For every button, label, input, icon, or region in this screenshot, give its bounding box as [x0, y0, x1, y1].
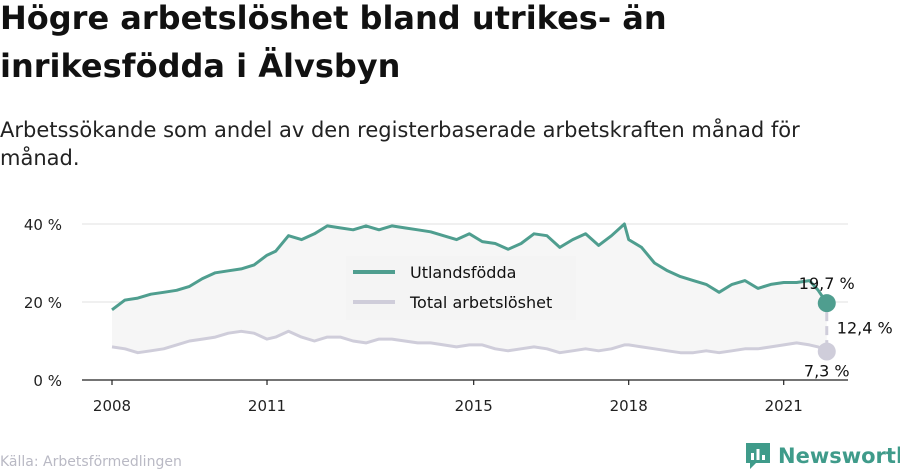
end-point-foreign: [817, 294, 836, 313]
end-label-total: 7,3 %: [804, 362, 850, 381]
end-point-total: [817, 342, 836, 361]
newsworthy-logo-icon: [746, 443, 770, 469]
y-tick-label: 40 %: [24, 216, 62, 234]
y-axis: 0 % 20 % 40 %: [24, 216, 62, 390]
brand-logo: Newsworthy: [744, 440, 900, 472]
legend-label-foreign: Utlandsfödda: [410, 263, 516, 282]
x-tick-label: 2018: [610, 397, 648, 415]
x-tick-label: 2015: [455, 397, 493, 415]
series-line-foreign: [111, 222, 829, 311]
x-tick-label: 2021: [765, 397, 803, 415]
y-tick-label: 0 %: [33, 372, 62, 390]
legend: Utlandsfödda Total arbetslöshet: [346, 256, 576, 320]
chart-subtitle: Arbetssökande som andel av den registerb…: [0, 118, 800, 170]
x-axis: 2008 2011 2015 2018 2021: [93, 380, 803, 415]
legend-background: [346, 256, 576, 320]
x-tick-label: 2008: [93, 397, 131, 415]
legend-label-total: Total arbetslöshet: [409, 293, 552, 312]
end-label-foreign: 19,7 %: [799, 274, 855, 293]
brand-name: Newsworthy: [778, 444, 900, 468]
chart-title: Högre arbetslöshet bland utrikes- än inr…: [0, 0, 667, 85]
source-note: Källa: Arbetsförmedlingen: [0, 454, 182, 470]
series-line-total: [111, 329, 828, 355]
gap-label: 12,4 %: [837, 318, 893, 337]
y-tick-label: 20 %: [24, 294, 62, 312]
x-tick-label: 2011: [248, 397, 286, 415]
